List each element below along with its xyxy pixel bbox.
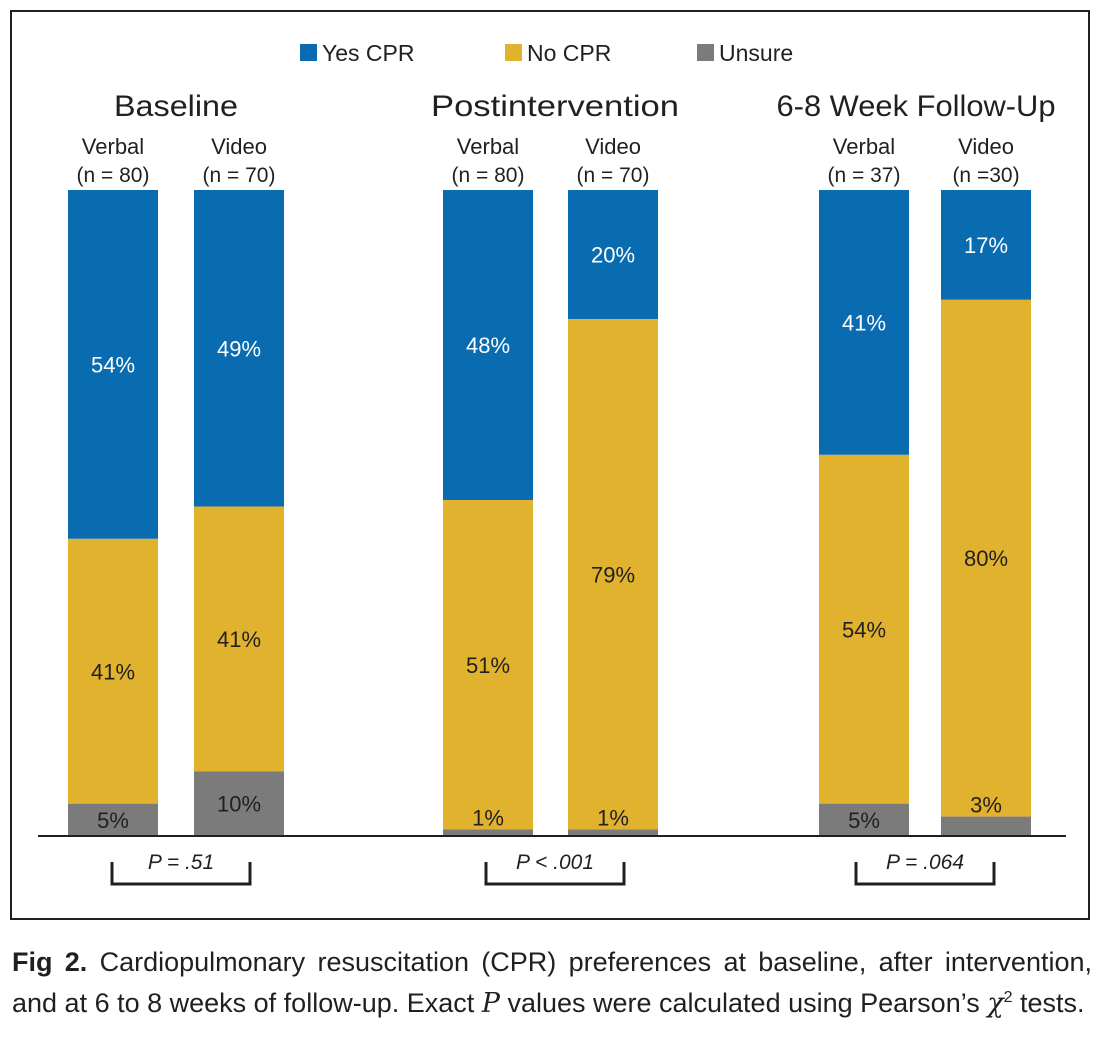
bar-n-3-2: (n =30)	[952, 164, 1019, 187]
bar-segment-3-1-3	[819, 803, 909, 836]
bar-n-1-2: (n = 70)	[203, 164, 276, 187]
caption-text-1: Cardiopulmonary resuscitation (CPR) pref…	[12, 947, 1092, 1018]
p-value-3: P = .064	[886, 851, 964, 874]
bar-segment-2-1-2	[443, 500, 533, 830]
bar-segment-2-2-1	[568, 190, 658, 320]
stacked-bar-chart: Yes CPR No CPR Unsure Baseline Verbal (n = 80…	[38, 40, 1066, 886]
legend-swatch-2	[505, 44, 522, 61]
p-bracket-3	[854, 862, 996, 886]
data-label-1-1-3: 5%	[97, 808, 129, 833]
bar-label-3-1: Verbal	[833, 134, 895, 159]
data-label-2-2-2: 79%	[591, 562, 635, 587]
group-title-2: Postintervention	[431, 90, 679, 123]
caption-text-3: tests.	[1012, 988, 1085, 1018]
bar-segment-3-1-1	[819, 190, 909, 455]
bar-label-2-1: Verbal	[457, 134, 519, 159]
bar-n-2-2: (n = 70)	[577, 164, 650, 187]
bar-segment-3-1-2	[819, 454, 909, 804]
bar-segment-2-1-1	[443, 190, 533, 501]
bar-n-2-1: (n = 80)	[452, 164, 525, 187]
legend-swatch-1	[300, 44, 317, 61]
bar-segment-1-1-3	[68, 803, 158, 836]
bar-segment-3-2-1	[941, 190, 1031, 300]
legend-swatch-3	[697, 44, 714, 61]
data-label-2-2-1: 20%	[591, 243, 635, 268]
group-title-1: Baseline	[114, 90, 238, 123]
bar-segment-1-1-2	[68, 538, 158, 804]
data-label-3-2-3: 3%	[970, 793, 1002, 818]
caption-chi: χ	[987, 988, 1004, 1019]
bar-label-1-2: Video	[211, 134, 267, 159]
bar-label-2-2: Video	[585, 134, 641, 159]
data-label-3-2-1: 17%	[964, 233, 1008, 258]
data-label-3-1-1: 41%	[842, 310, 886, 335]
p-value-2: P < .001	[516, 851, 594, 874]
data-label-1-1-1: 54%	[91, 352, 135, 377]
bar-n-1-1: (n = 80)	[77, 164, 150, 187]
figure-frame	[10, 10, 1090, 920]
bar-segment-3-2-3	[941, 816, 1031, 836]
data-label-3-2-2: 80%	[964, 546, 1008, 571]
figure-caption: Fig 2. Cardiopulmonary resuscitation (CP…	[12, 944, 1092, 1022]
bar-segment-1-2-3	[194, 771, 284, 836]
bar-segment-2-1-3	[443, 829, 533, 836]
bar-segment-1-2-2	[194, 506, 284, 772]
legend-label-3: Unsure	[719, 40, 793, 66]
data-label-2-1-2: 51%	[466, 653, 510, 678]
bar-segment-2-2-3	[568, 829, 658, 836]
p-bracket-2	[484, 862, 626, 886]
data-label-2-1-3: 1%	[472, 806, 504, 831]
bar-segment-3-2-2	[941, 299, 1031, 817]
data-label-1-1-2: 41%	[91, 659, 135, 684]
bar-label-3-2: Video	[958, 134, 1014, 159]
bar-n-3-1: (n = 37)	[828, 164, 901, 187]
data-label-2-2-3: 1%	[597, 806, 629, 831]
caption-text-2: values were calculated using Pearson’s	[499, 988, 988, 1018]
group-title-3: 6-8 Week Follow-Up	[777, 90, 1056, 123]
data-label-1-2-3: 10%	[217, 792, 261, 817]
legend-label-1: Yes CPR	[322, 40, 414, 66]
p-value-1: P = .51	[148, 851, 214, 874]
data-label-1-2-1: 49%	[217, 336, 261, 361]
caption-label: Fig 2.	[12, 947, 88, 977]
caption-italic-p: P	[481, 988, 500, 1019]
data-label-3-1-2: 54%	[842, 617, 886, 642]
data-label-3-1-3: 5%	[848, 808, 880, 833]
data-label-1-2-2: 41%	[217, 627, 261, 652]
data-label-2-1-1: 48%	[466, 333, 510, 358]
bar-segment-1-2-1	[194, 190, 284, 507]
p-bracket-1	[110, 862, 252, 886]
bar-segment-1-1-1	[68, 190, 158, 539]
bar-segment-2-2-2	[568, 319, 658, 830]
bar-label-1-1: Verbal	[82, 134, 144, 159]
caption-sup: 2	[1003, 989, 1013, 1006]
legend-label-2: No CPR	[527, 40, 611, 66]
